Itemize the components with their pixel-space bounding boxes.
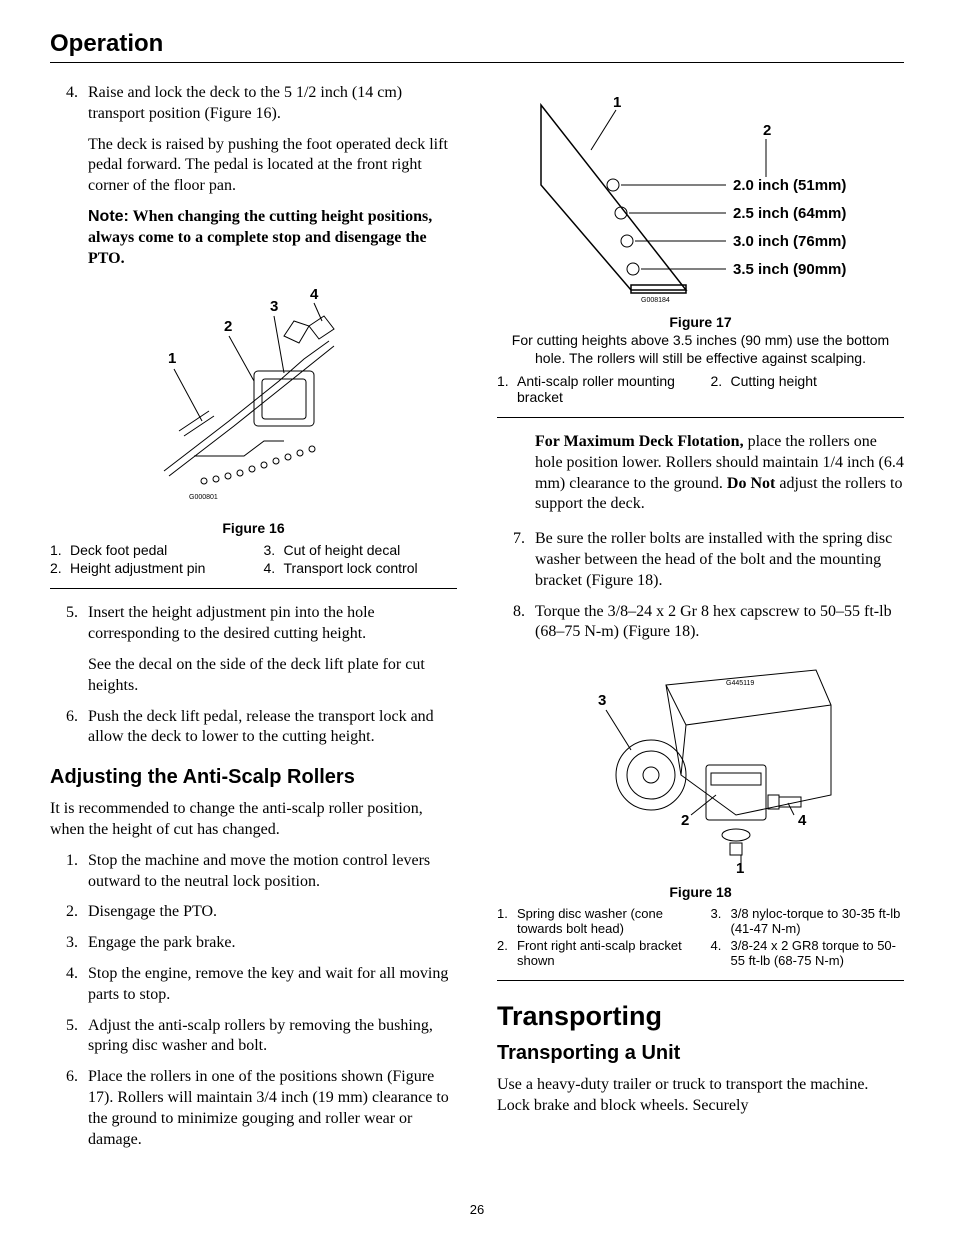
- step-text: Torque the 3/8–24 x 2 Gr 8 hex capscrew …: [535, 602, 904, 644]
- step-text: Engage the park brake.: [88, 933, 457, 954]
- steps-group-1: 4. Raise and lock the deck to the 5 1/2 …: [50, 83, 457, 269]
- callout-4: 4: [310, 286, 319, 303]
- step-text: Push the deck lift pedal, release the tr…: [88, 707, 457, 749]
- transport-body: Use a heavy-duty trailer or truck to tra…: [497, 1075, 904, 1117]
- figure-caption: Figure 18: [497, 884, 904, 900]
- callout-2: 2: [681, 812, 689, 829]
- callout-1: 1: [736, 860, 744, 875]
- legend-text: Deck foot pedal: [70, 542, 244, 558]
- step-number: 6.: [50, 707, 88, 749]
- step-text: Stop the machine and move the motion con…: [88, 851, 457, 893]
- figure-17-legend: 1.Anti-scalp roller mounting bracket 2.C…: [497, 373, 904, 407]
- height-label: 3.5 inch (90mm): [733, 261, 846, 278]
- figure-17: 2.0 inch (51mm) 2.5 inch (64mm) 3.0 inch…: [497, 95, 904, 367]
- note-body: When changing the cutting height positio…: [88, 208, 432, 267]
- figure-16: 1 2 3 4 G000801 Figure 16: [50, 281, 457, 536]
- roller-steps: 1.Stop the machine and move the motion c…: [50, 851, 457, 1151]
- figure-18-legend: 1.Spring disc washer (cone towards bolt …: [497, 906, 904, 970]
- callout-1: 1: [168, 350, 176, 367]
- step-number: 4.: [50, 83, 88, 269]
- step-text: Be sure the roller bolts are installed w…: [535, 529, 904, 591]
- step-text: Insert the height adjustment pin into th…: [88, 603, 457, 645]
- note: Note: When changing the cutting height p…: [88, 207, 457, 269]
- callout-1: 1: [613, 95, 621, 111]
- part-number: G000801: [189, 494, 218, 501]
- legend-text: Height adjustment pin: [70, 560, 244, 576]
- steps-group-3: 7.Be sure the roller bolts are installed…: [497, 529, 904, 643]
- legend-text: 3/8-24 x 2 GR8 torque to 50-55 ft-lb (68…: [731, 938, 905, 968]
- figure-16-legend: 1.Deck foot pedal 2.Height adjustment pi…: [50, 542, 457, 578]
- legend-text: Cut of height decal: [284, 542, 458, 558]
- section-rule: [497, 980, 904, 981]
- intro-text: It is recommended to change the anti-sca…: [50, 799, 457, 841]
- legend-text: 3/8 nyloc-torque to 30-35 ft-lb (41-47 N…: [731, 906, 905, 936]
- right-column: 2.0 inch (51mm) 2.5 inch (64mm) 3.0 inch…: [497, 83, 904, 1160]
- left-column: 4. Raise and lock the deck to the 5 1/2 …: [50, 83, 457, 1160]
- step-text: Disengage the PTO.: [88, 902, 457, 923]
- callout-2: 2: [763, 122, 771, 139]
- figure-caption: Figure 17: [497, 314, 904, 330]
- step-text: Place the rollers in one of the position…: [88, 1067, 457, 1150]
- figure-18: 3 2 4 1 G445119 Figure 18: [497, 655, 904, 900]
- figure-subcaption: For cutting heights above 3.5 inches (90…: [497, 332, 904, 367]
- legend-text: Anti-scalp roller mounting bracket: [517, 373, 691, 405]
- height-label: 3.0 inch (76mm): [733, 233, 846, 250]
- heading-transporting: Transporting: [497, 1001, 904, 1032]
- legend-text: Cutting height: [731, 373, 905, 389]
- callout-4: 4: [798, 812, 807, 829]
- callout-3: 3: [598, 692, 606, 709]
- note-label: Note:: [88, 208, 129, 225]
- height-label: 2.0 inch (51mm): [733, 177, 846, 194]
- page-number: 26: [0, 1202, 954, 1217]
- part-number: G008184: [641, 297, 670, 304]
- step-text: Adjust the anti-scalp rollers by removin…: [88, 1016, 457, 1058]
- section-rule: [50, 588, 457, 589]
- step-text: See the decal on the side of the deck li…: [88, 655, 457, 697]
- height-label: 2.5 inch (64mm): [733, 205, 846, 222]
- flotation-paragraph: For Maximum Deck Flotation, place the ro…: [535, 432, 904, 515]
- step-text: Raise and lock the deck to the 5 1/2 inc…: [88, 83, 457, 125]
- callout-2: 2: [224, 318, 232, 335]
- step-text: The deck is raised by pushing the foot o…: [88, 135, 457, 197]
- heading-transporting-unit: Transporting a Unit: [497, 1042, 904, 1065]
- title-rule: [50, 62, 904, 63]
- legend-text: Transport lock control: [284, 560, 458, 576]
- legend-text: Spring disc washer (cone towards bolt he…: [517, 906, 691, 936]
- step-number: 5.: [50, 603, 88, 696]
- page-title: Operation: [50, 30, 904, 58]
- legend-text: Front right anti-scalp bracket shown: [517, 938, 691, 968]
- callout-3: 3: [270, 298, 278, 315]
- section-rule: [497, 417, 904, 418]
- steps-group-2: 5. Insert the height adjustment pin into…: [50, 603, 457, 748]
- figure-caption: Figure 16: [50, 520, 457, 536]
- heading-anti-scalp: Adjusting the Anti-Scalp Rollers: [50, 766, 457, 789]
- part-number: G445119: [726, 680, 754, 687]
- step-text: Stop the engine, remove the key and wait…: [88, 964, 457, 1006]
